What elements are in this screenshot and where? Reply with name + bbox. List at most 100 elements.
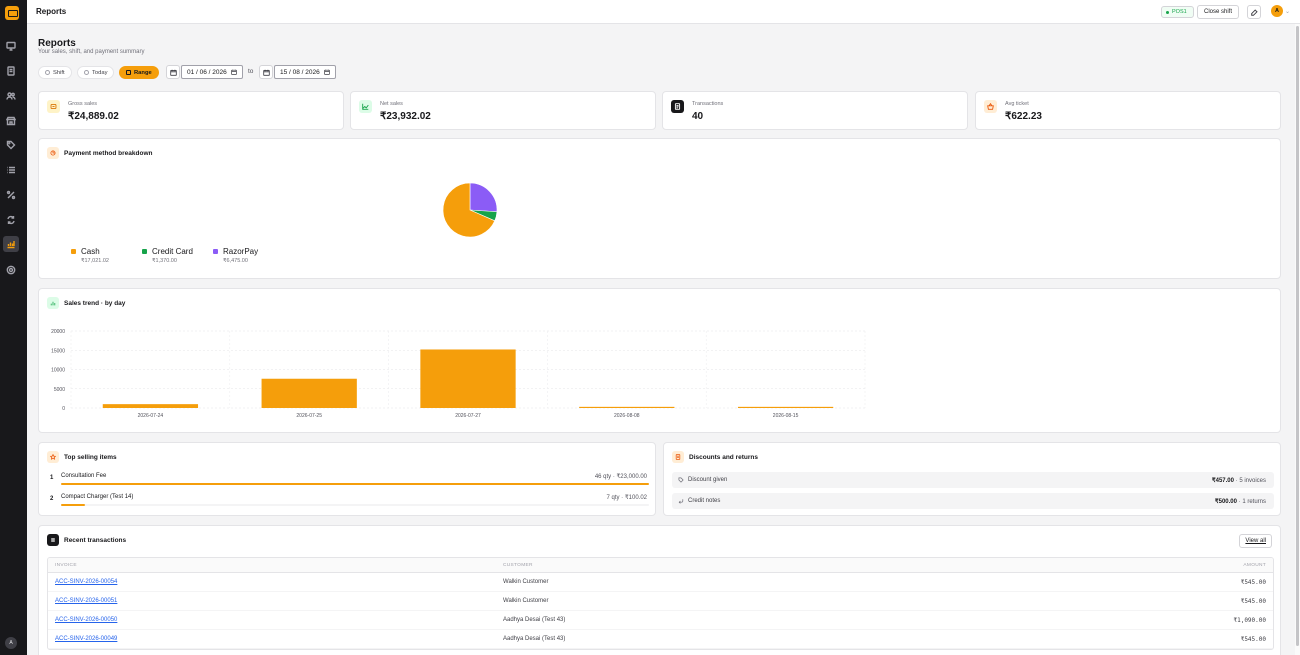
- table-row: ACC-SINV-2026-00050 Aadhya Desai (Test 4…: [48, 611, 1273, 630]
- monitor-icon[interactable]: [5, 40, 17, 52]
- trend-icon: [359, 100, 372, 113]
- clock-icon: [45, 70, 50, 75]
- sidebar-avatar[interactable]: A: [5, 637, 17, 649]
- top-selling-card: Top selling items 1 Consultation Fee 46 …: [38, 442, 656, 516]
- amount: ₹545.00: [1240, 636, 1266, 643]
- bar-2026-08-08: [579, 406, 675, 408]
- credit-notes-suffix: · 1 returns: [1236, 499, 1266, 505]
- stat-label: Transactions: [692, 101, 724, 107]
- legend-item-credit-card: Credit Card ₹1,370.00: [142, 247, 193, 264]
- pos-status-badge: POS1: [1161, 6, 1194, 18]
- discount-value: ₹457.00: [1211, 478, 1234, 484]
- x-tick-label: 2026-08-08: [614, 413, 640, 419]
- stat-value: ₹24,889.02: [68, 111, 119, 122]
- date-to-calendar-icon[interactable]: [259, 65, 273, 79]
- legend-label: Cash: [81, 247, 100, 256]
- users-icon[interactable]: [5, 90, 17, 102]
- discount-given-row: Discount given ₹457.00 · 5 invoices: [672, 472, 1274, 488]
- edit-icon[interactable]: [1247, 5, 1261, 19]
- legend-swatch: [71, 249, 76, 254]
- recent-transactions-header: Recent transactions: [47, 534, 126, 546]
- recent-transactions-card: Recent transactions View all INVOICE CUS…: [38, 525, 1281, 655]
- top-item-bar-track: [61, 504, 649, 506]
- column-header-amount: AMOUNT: [1243, 563, 1266, 568]
- view-all-link[interactable]: View all: [1239, 534, 1272, 548]
- bar-2026-07-27: [420, 349, 516, 408]
- filter-range-label: Range: [134, 69, 152, 76]
- top-item-rank: 2: [50, 496, 54, 502]
- tag-icon[interactable]: [5, 139, 17, 151]
- store-icon[interactable]: [5, 115, 17, 127]
- calendar-icon: [231, 69, 237, 75]
- legend-item-cash: Cash ₹17,021.02: [71, 247, 109, 264]
- date-to-value: 15 / 08 / 2026: [280, 68, 320, 76]
- percent-icon[interactable]: [5, 189, 17, 201]
- table-header: INVOICE CUSTOMER AMOUNT: [48, 558, 1273, 573]
- user-avatar[interactable]: A: [1271, 5, 1283, 17]
- x-tick-label: 2026-08-15: [773, 413, 799, 419]
- date-to-input[interactable]: 15 / 08 / 2026: [274, 65, 336, 79]
- amount: ₹545.00: [1240, 598, 1266, 605]
- column-header-customer: CUSTOMER: [503, 563, 533, 568]
- payment-breakdown-title: Payment method breakdown: [64, 149, 153, 157]
- calendar-icon: [324, 69, 330, 75]
- scrollbar-thumb[interactable]: [1296, 26, 1299, 646]
- stat-card-avg-ticket: Avg ticket ₹622.23: [975, 91, 1281, 130]
- stat-label: Net sales: [380, 101, 403, 107]
- filter-range[interactable]: Range: [119, 66, 159, 79]
- legend-swatch: [142, 249, 147, 254]
- customer-name: Aadhya Desai (Test 43): [503, 617, 566, 623]
- discounts-header: Discounts and returns: [672, 451, 758, 463]
- invoice-link[interactable]: ACC-SINV-2026-00050: [55, 617, 118, 623]
- stat-value: ₹622.23: [1005, 111, 1042, 122]
- discounts-card: Discounts and returns Discount given ₹45…: [663, 442, 1281, 516]
- filter-shift[interactable]: Shift: [38, 66, 72, 79]
- settings-icon[interactable]: [5, 264, 17, 276]
- list-icon[interactable]: [5, 164, 17, 176]
- y-tick-label: 0: [62, 406, 65, 412]
- discount-label: Discount given: [688, 477, 728, 483]
- invoice-icon[interactable]: [5, 65, 17, 77]
- x-tick-label: 2026-07-24: [138, 413, 164, 419]
- basket-icon: [984, 100, 997, 113]
- sync-icon[interactable]: [5, 214, 17, 226]
- app-logo-icon[interactable]: [5, 6, 19, 20]
- date-from-input[interactable]: 01 / 06 / 2026: [181, 65, 243, 79]
- legend-amount: ₹1,370.00: [152, 258, 177, 264]
- reports-icon[interactable]: [3, 236, 19, 252]
- date-from-calendar-icon[interactable]: [166, 65, 180, 79]
- close-shift-button[interactable]: Close shift: [1197, 5, 1240, 19]
- chevron-down-icon[interactable]: ⌄: [1285, 9, 1291, 15]
- stat-label: Avg ticket: [1005, 101, 1029, 107]
- invoice-link[interactable]: ACC-SINV-2026-00049: [55, 636, 118, 642]
- topbar-title: Reports: [36, 7, 67, 16]
- top-item-bar-track: [61, 483, 649, 485]
- sales-trend-title: Sales trend · by day: [64, 299, 126, 307]
- top-item-rank: 1: [50, 475, 54, 481]
- top-selling-header: Top selling items: [47, 451, 117, 463]
- pie-slice-cash: [442, 182, 496, 238]
- stat-value: ₹23,932.02: [380, 111, 431, 122]
- top-selling-title: Top selling items: [64, 453, 117, 461]
- tag-icon: [678, 477, 684, 483]
- receipt-icon: [672, 451, 684, 463]
- x-tick-label: 2026-07-27: [455, 413, 481, 419]
- page-subtitle: Your sales, shift, and payment summary: [38, 49, 145, 55]
- legend-label: RazorPay: [223, 247, 259, 256]
- recent-transactions-title: Recent transactions: [64, 536, 127, 544]
- calendar-icon: [126, 70, 131, 75]
- filter-today-label: Today: [92, 69, 108, 76]
- star-icon: [47, 451, 59, 463]
- list-icon: [47, 534, 59, 546]
- sales-trend-header: Sales trend · by day: [47, 297, 125, 309]
- filter-shift-label: Shift: [53, 69, 65, 76]
- invoice-link[interactable]: ACC-SINV-2026-00051: [55, 598, 118, 604]
- invoice-link[interactable]: ACC-SINV-2026-00054: [55, 579, 118, 585]
- stat-card-transactions: Transactions 40: [662, 91, 968, 130]
- filter-today[interactable]: Today: [77, 66, 115, 79]
- bar-2026-08-15: [737, 406, 834, 408]
- sales-trend-bar-chart: 20000 15000 10000 5000 0 2026-07-24 2026-07-25…: [51, 329, 866, 419]
- return-icon: [678, 499, 684, 504]
- top-item-bar-fill: [61, 504, 85, 506]
- y-tick-label: 5000: [54, 387, 65, 393]
